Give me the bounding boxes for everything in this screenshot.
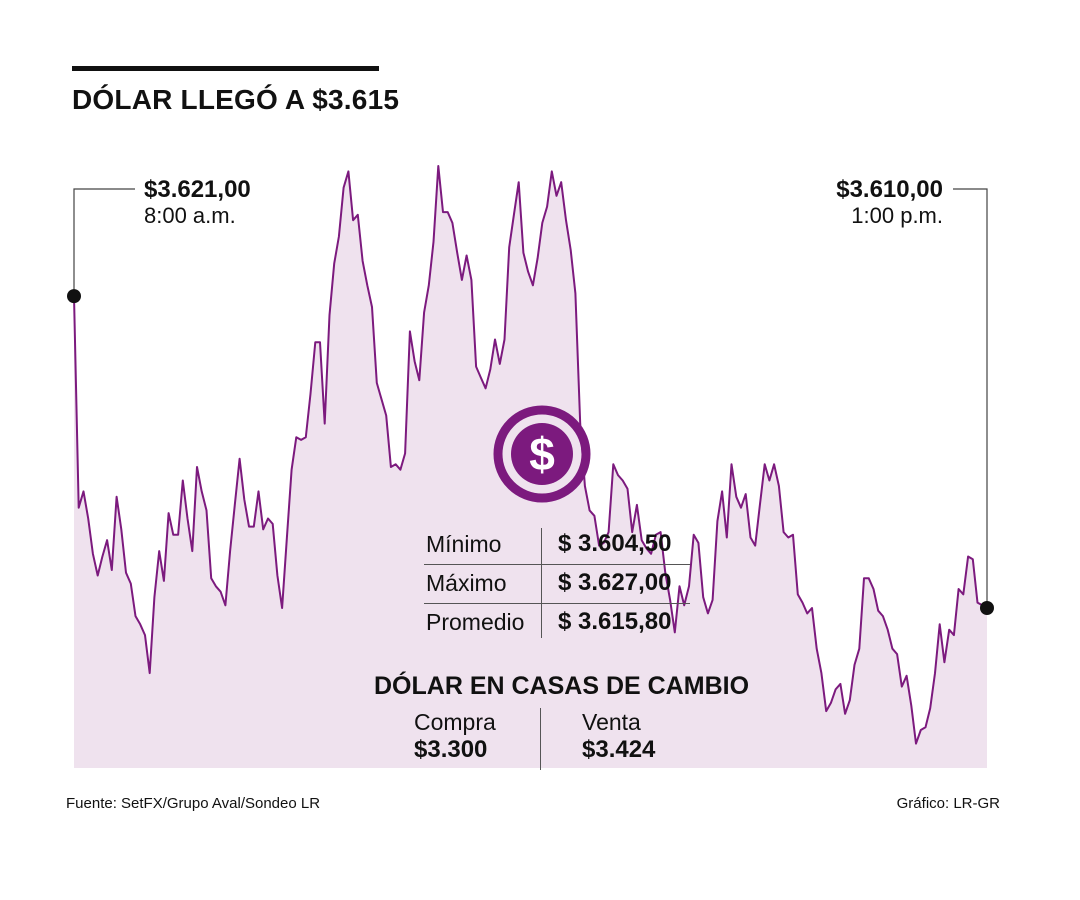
start-marker bbox=[67, 289, 81, 304]
callout-end-value: $3.610,00 bbox=[836, 176, 943, 203]
stat-value: $ 3.627,00 bbox=[558, 569, 672, 596]
stat-value: $ 3.615,80 bbox=[558, 608, 672, 635]
dollar-icon: $ bbox=[493, 405, 591, 503]
end-marker bbox=[980, 601, 994, 615]
stat-label: Mínimo bbox=[426, 531, 502, 557]
callout-leader-start bbox=[73, 188, 135, 291]
venta-block: Venta $3.424 bbox=[582, 708, 655, 764]
venta-label: Venta bbox=[582, 709, 641, 735]
stats-table: Mínimo $ 3.604,50 Máximo $ 3.627,00 Prom… bbox=[424, 526, 690, 642]
stat-label: Promedio bbox=[426, 609, 525, 635]
stats-divider bbox=[541, 528, 542, 638]
callout-start-time: 8:00 a.m. bbox=[144, 203, 236, 228]
compra-label: Compra bbox=[414, 709, 496, 735]
chart-title: DÓLAR LLEGÓ A $3.615 bbox=[72, 84, 400, 115]
casas-title: DÓLAR EN CASAS DE CAMBIO bbox=[374, 672, 750, 700]
compra-block: Compra $3.300 bbox=[414, 708, 496, 764]
compra-value: $3.300 bbox=[414, 736, 488, 763]
callout-start: $3.621,00 8:00 a.m. bbox=[144, 177, 251, 229]
stat-row-min: Mínimo $ 3.604,50 bbox=[424, 526, 690, 565]
venta-value: $3.424 bbox=[582, 736, 656, 763]
stat-row-max: Máximo $ 3.627,00 bbox=[424, 565, 690, 604]
stat-row-avg: Promedio $ 3.615,80 bbox=[424, 604, 690, 642]
credit-note: Gráfico: LR-GR bbox=[896, 795, 1000, 812]
title-rule bbox=[72, 66, 379, 71]
stat-value: $ 3.604,50 bbox=[558, 530, 672, 557]
stat-label: Máximo bbox=[426, 570, 507, 596]
callout-end: $3.610,00 1:00 p.m. bbox=[836, 177, 943, 229]
svg-text:$: $ bbox=[529, 428, 555, 480]
callout-end-time: 1:00 p.m. bbox=[851, 203, 943, 228]
casas-divider bbox=[540, 708, 541, 770]
callout-start-value: $3.621,00 bbox=[144, 176, 251, 203]
source-note: Fuente: SetFX/Grupo Aval/Sondeo LR bbox=[66, 795, 321, 812]
callout-leader-end bbox=[953, 188, 988, 602]
price-line bbox=[73, 165, 988, 745]
